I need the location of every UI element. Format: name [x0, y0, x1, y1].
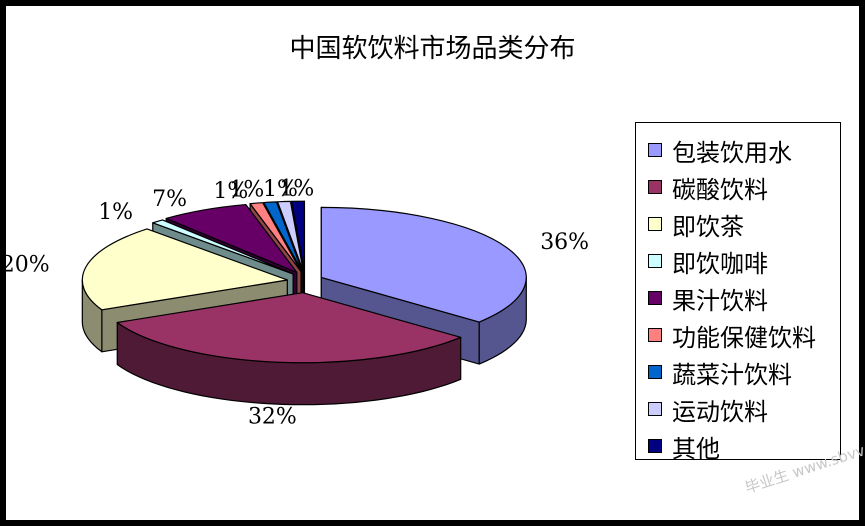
legend-item-即饮咖啡: 即饮咖啡: [648, 246, 768, 278]
legend-label: 功能保健饮料: [672, 323, 816, 352]
legend-item-运动饮料: 运动饮料: [648, 394, 768, 426]
slice-运动饮料-top: [277, 200, 304, 272]
slice-功能保健饮料-label: 1%: [213, 179, 248, 204]
slice-即饮咖啡-top: [152, 219, 294, 275]
legend-swatch: [648, 328, 662, 342]
legend-label: 果汁饮料: [672, 286, 768, 315]
slice-包装饮用水-label: 36%: [540, 230, 589, 255]
legend-swatch: [648, 439, 662, 453]
chart-title: 中国软饮料市场品类分布: [289, 34, 576, 64]
legend-item-其他: 其他: [648, 431, 720, 463]
chart-legend: 包装饮用水碳酸饮料即饮茶即饮咖啡果汁饮料功能保健饮料 蔬菜汁饮料运动饮料其他: [635, 122, 841, 463]
legend-item-功能保健饮料: 功能保健饮料: [648, 320, 816, 352]
slice-包装饮用水-top: [320, 206, 527, 323]
chart-area: 中国软饮料市场品类分布 36% 32% 20% 1% 7% 1% 1% 1% 1% 包装饮用水碳…: [6, 6, 859, 520]
legend-item-碳酸饮料: 碳酸饮料: [648, 172, 768, 204]
pie-tops: [81, 200, 527, 364]
slice-果汁饮料-top: [165, 203, 298, 273]
legend-swatch: [648, 291, 662, 305]
pie-chart: 36%32%20%1%7% 1%1%1%1%: [6, 177, 589, 430]
legend-label: 即饮茶: [672, 212, 744, 241]
slice-果汁饮料-label: 7%: [152, 187, 187, 212]
legend-swatch: [648, 180, 662, 194]
legend-swatch: [648, 402, 662, 416]
legend-item-蔬菜汁饮料: 蔬菜汁饮料: [648, 357, 792, 389]
legend-label: 运动饮料: [672, 397, 768, 426]
legend-swatch: [648, 254, 662, 268]
legend-label: 碳酸饮料: [672, 175, 768, 204]
legend-label: 即饮咖啡: [672, 249, 768, 278]
legend-label: 包装饮用水: [672, 138, 792, 167]
slice-功能保健饮料-top: [249, 202, 302, 273]
slice-运动饮料-label: 1%: [263, 177, 298, 202]
legend-item-包装饮用水: 包装饮用水: [648, 135, 792, 167]
legend-item-即饮茶: 即饮茶: [648, 209, 744, 241]
slice-即饮茶-top: [81, 228, 288, 311]
legend-label: 其他: [672, 434, 720, 463]
legend-item-果汁饮料: 果汁饮料: [648, 283, 768, 315]
slice-蔬菜汁饮料-top: [263, 201, 303, 272]
legend-swatch: [648, 143, 662, 157]
slice-蔬菜汁饮料-label: 1%: [229, 178, 264, 203]
legend-label: 蔬菜汁饮料: [672, 360, 792, 389]
slice-其他-label: 1%: [279, 177, 314, 202]
pie-labels: 36%32%20%1%7% 1%1%1%1%: [6, 177, 589, 430]
slice-即饮茶-label: 20%: [6, 253, 50, 278]
slice-碳酸饮料-label: 32%: [248, 405, 297, 430]
legend-swatch: [648, 365, 662, 379]
slice-其他-top: [290, 200, 306, 272]
legend-swatch: [648, 217, 662, 231]
slice-即饮咖啡-label: 1%: [98, 200, 133, 225]
slice-碳酸饮料-top: [116, 292, 462, 364]
